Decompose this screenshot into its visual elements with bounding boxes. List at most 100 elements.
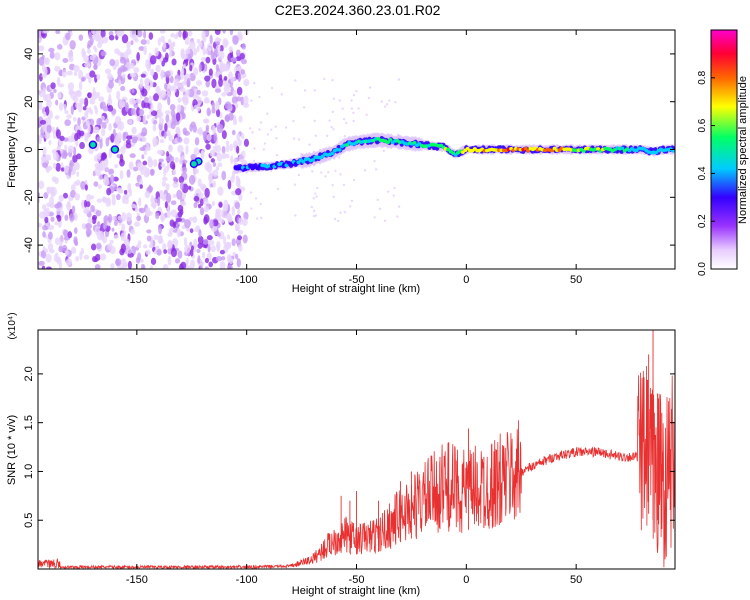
noise-cell xyxy=(42,146,47,156)
noise-cell xyxy=(96,42,103,49)
noise-cell xyxy=(53,254,58,262)
noise-cell xyxy=(67,231,73,239)
noise-cell xyxy=(90,204,95,213)
noise-cell xyxy=(150,102,154,112)
noise-cell xyxy=(76,179,81,186)
noise-cell xyxy=(343,134,347,138)
noise-cell xyxy=(190,153,197,161)
colorbar-tick-label: 0.4 xyxy=(697,166,708,180)
noise-cell xyxy=(101,127,106,137)
noise-cell xyxy=(164,110,172,115)
noise-cell xyxy=(316,186,319,190)
noise-cell xyxy=(258,95,261,99)
noise-cell xyxy=(168,228,174,234)
noise-cell xyxy=(38,196,41,204)
noise-cell xyxy=(165,130,171,137)
noise-cell xyxy=(161,181,167,187)
noise-cell xyxy=(312,214,316,218)
noise-cell xyxy=(229,143,234,152)
noise-cell xyxy=(167,241,173,249)
noise-cell xyxy=(216,232,221,237)
noise-cell xyxy=(235,253,239,260)
noise-cell xyxy=(147,185,154,193)
noise-cell xyxy=(205,56,211,64)
noise-cell xyxy=(69,160,74,166)
noise-cell xyxy=(181,53,188,60)
noise-cell xyxy=(251,131,254,134)
noise-cell xyxy=(96,136,100,143)
noise-cell xyxy=(136,244,142,249)
noise-cell xyxy=(373,216,376,219)
noise-cell xyxy=(49,196,55,206)
snr-y-axis-label: SNR (10 * v/v) xyxy=(6,415,18,485)
noise-cell xyxy=(67,82,75,91)
noise-cell xyxy=(173,83,177,93)
noise-cell xyxy=(203,118,209,123)
noise-cell xyxy=(252,159,256,163)
isolated-peak xyxy=(88,140,98,149)
noise-cell xyxy=(197,235,204,245)
noise-cell xyxy=(176,83,184,88)
noise-cell xyxy=(323,77,326,81)
noise-cell xyxy=(210,158,215,163)
noise-cell xyxy=(146,114,150,119)
noise-cell xyxy=(260,216,263,220)
noise-cell xyxy=(124,196,129,205)
noise-cell xyxy=(205,143,211,150)
y-tick-label: 20 xyxy=(23,96,35,108)
noise-cell xyxy=(65,32,71,41)
noise-cell xyxy=(148,243,154,249)
noise-cell xyxy=(93,64,98,70)
noise-cell xyxy=(116,75,123,83)
noise-cell xyxy=(253,147,256,150)
noise-cell xyxy=(48,47,55,53)
colorbar-axis: 0.0 0.2 0.4 0.6 0.8 xyxy=(697,29,738,276)
noise-cell xyxy=(199,183,206,190)
noise-cell xyxy=(43,57,49,65)
noise-cell xyxy=(48,139,52,146)
noise-cell xyxy=(326,134,329,138)
noise-cell xyxy=(129,153,136,159)
noise-cell xyxy=(89,195,95,200)
noise-cell xyxy=(173,34,179,40)
noise-cell xyxy=(68,168,72,177)
noise-cell xyxy=(141,136,147,143)
noise-cell xyxy=(238,115,243,123)
noise-cell xyxy=(53,88,57,94)
y-tick-label: 1.5 xyxy=(23,415,35,430)
noise-cell xyxy=(167,255,172,266)
noise-cell xyxy=(109,58,116,67)
noise-cell xyxy=(159,139,165,144)
noise-cell xyxy=(125,212,132,222)
noise-cell xyxy=(206,107,211,117)
noise-cell xyxy=(174,258,181,264)
noise-cell xyxy=(200,150,205,158)
spectrogram-heatmap xyxy=(38,30,675,269)
noise-cell xyxy=(284,126,288,129)
noise-cell xyxy=(243,78,250,87)
noise-cell xyxy=(43,66,48,76)
noise-cell xyxy=(149,265,153,269)
noise-cell xyxy=(125,142,132,149)
noise-cell xyxy=(38,102,43,111)
noise-cell xyxy=(198,192,204,199)
noise-cell xyxy=(330,125,333,129)
noise-cell xyxy=(45,166,51,173)
noise-cell xyxy=(125,102,129,113)
noise-cell xyxy=(206,235,213,241)
noise-cell xyxy=(231,205,235,216)
noise-cell xyxy=(92,86,96,97)
noise-cell xyxy=(332,195,335,199)
noise-cell xyxy=(229,30,234,36)
noise-cell xyxy=(368,86,372,89)
noise-cell xyxy=(98,96,105,102)
noise-cell xyxy=(109,174,115,184)
noise-cell xyxy=(58,235,65,244)
noise-cell xyxy=(197,242,203,249)
noise-cell xyxy=(84,184,88,191)
noise-cell xyxy=(170,248,177,258)
noise-cell xyxy=(78,34,84,41)
noise-cell xyxy=(67,145,74,153)
noise-cell xyxy=(225,140,230,145)
noise-cell xyxy=(225,143,230,153)
